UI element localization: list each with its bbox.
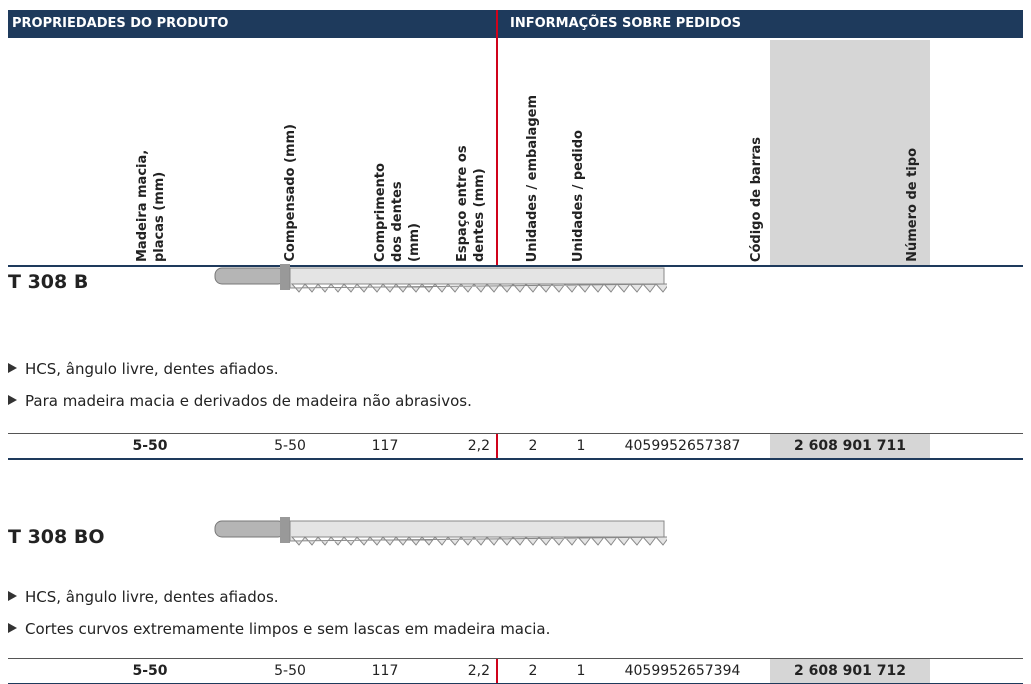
table-cell: 2,2 bbox=[467, 663, 490, 679]
table-cell: 117 bbox=[371, 438, 399, 454]
bullet-point: HCS, ângulo livre, dentes afiados. bbox=[8, 588, 279, 606]
table-cell: 5-50 bbox=[274, 438, 306, 454]
divider bbox=[496, 659, 498, 683]
header-left: PROPRIEDADES DO PRODUTO bbox=[12, 16, 229, 31]
table-cell: 4059952657387 bbox=[624, 438, 741, 454]
column-header: Comprimento dos dentes (mm) bbox=[373, 163, 422, 262]
table-cell: 1 bbox=[576, 438, 586, 454]
header-bar bbox=[8, 10, 1023, 38]
divider bbox=[496, 10, 498, 266]
header-right: INFORMAÇÕES SOBRE PEDIDOS bbox=[510, 16, 741, 31]
table-cell: 2 bbox=[528, 663, 538, 679]
table-cell: 2 608 901 711 bbox=[793, 438, 907, 454]
column-header: Número de tipo bbox=[905, 148, 920, 262]
table-cell: 2 bbox=[528, 438, 538, 454]
highlight-cell bbox=[770, 659, 930, 683]
column-header: Compensado (mm) bbox=[283, 124, 298, 262]
column-header: Unidades / pedido bbox=[571, 129, 586, 262]
header-rule bbox=[8, 265, 1023, 267]
blade-image bbox=[214, 264, 667, 293]
table-cell: 117 bbox=[371, 663, 399, 679]
table-cell: 5-50 bbox=[274, 663, 306, 679]
table-cell: 5-50 bbox=[132, 663, 168, 679]
table-cell: 5-50 bbox=[132, 438, 168, 454]
table-cell: 2,2 bbox=[467, 438, 490, 454]
table-cell: 2 608 901 712 bbox=[793, 663, 907, 679]
divider bbox=[496, 434, 498, 458]
blade-image bbox=[214, 517, 667, 546]
bullet-point: Para madeira macia e derivados de madeir… bbox=[8, 392, 472, 410]
highlight-column bbox=[770, 40, 930, 266]
highlight-cell bbox=[770, 434, 930, 458]
row-bottom-rule bbox=[8, 458, 1023, 460]
product-name: T 308 BO bbox=[8, 526, 105, 548]
column-header: Unidades / embalagem bbox=[525, 94, 540, 262]
table-cell: 1 bbox=[576, 663, 586, 679]
column-header: Espaço entre os dentes (mm) bbox=[455, 145, 487, 262]
row-top-rule bbox=[8, 658, 1023, 659]
table-cell: 4059952657394 bbox=[624, 663, 741, 679]
column-header: Madeira macia, placas (mm) bbox=[135, 149, 167, 262]
column-header: Código de barras bbox=[749, 136, 764, 262]
bullet-point: HCS, ângulo livre, dentes afiados. bbox=[8, 360, 279, 378]
row-top-rule bbox=[8, 433, 1023, 434]
bullet-point: Cortes curvos extremamente limpos e sem … bbox=[8, 620, 550, 638]
product-name: T 308 B bbox=[8, 271, 89, 293]
